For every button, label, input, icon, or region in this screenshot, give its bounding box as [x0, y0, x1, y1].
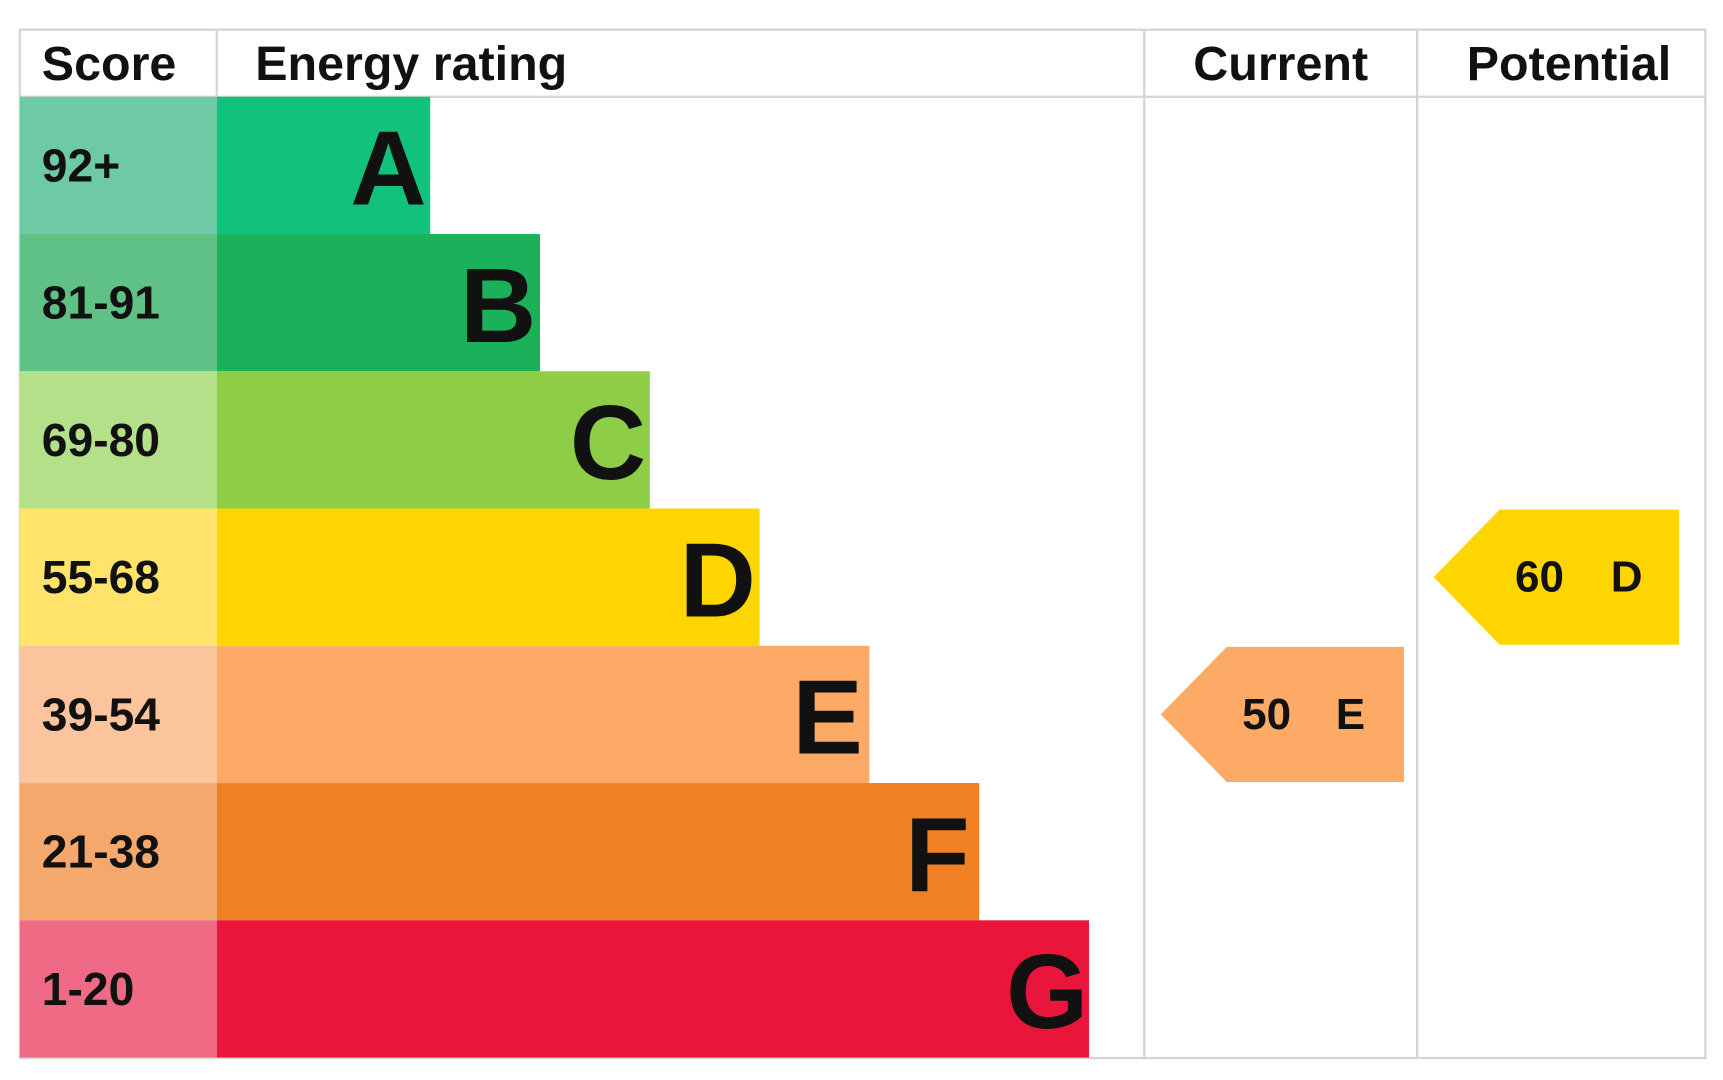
- score-cell: [19, 371, 217, 509]
- rating-letter: D: [680, 521, 756, 639]
- score-range: 1-20: [42, 963, 134, 1015]
- rating-bar: [216, 645, 870, 784]
- rating-letter: B: [460, 247, 536, 365]
- score-range: 39-54: [42, 688, 160, 740]
- score-cell: [19, 234, 217, 372]
- current-score: 50: [1242, 690, 1291, 739]
- current-rating: E: [1336, 690, 1365, 739]
- rating-bar: [216, 508, 760, 646]
- score-cell: [19, 783, 217, 921]
- potential-rating: D: [1611, 553, 1643, 602]
- rating-letter: E: [792, 659, 862, 777]
- potential-arrow: [1433, 509, 1679, 645]
- score-cell: [19, 96, 217, 235]
- score-cell: [19, 645, 217, 784]
- score-range: 69-80: [42, 414, 160, 466]
- rating-bar: [216, 783, 980, 921]
- header-energy-rating: Energy rating: [255, 37, 567, 91]
- score-cell: [19, 920, 217, 1058]
- score-range: 21-38: [42, 826, 160, 878]
- rating-bar: [216, 234, 541, 372]
- rating-bar: [216, 96, 431, 235]
- current-arrow: [1160, 646, 1404, 782]
- rating-letter: G: [1006, 933, 1088, 1051]
- score-range: 55-68: [42, 551, 160, 603]
- header-score: Score: [42, 37, 177, 91]
- rating-letter: C: [570, 384, 646, 502]
- score-range: 92+: [42, 139, 120, 191]
- rating-letter: A: [350, 110, 426, 228]
- header-current: Current: [1193, 37, 1368, 91]
- header-potential: Potential: [1467, 37, 1671, 91]
- score-cell: [19, 508, 217, 646]
- rating-bar: [216, 371, 650, 509]
- rating-letter: F: [905, 796, 970, 914]
- rating-bar: [216, 920, 1090, 1058]
- potential-score: 60: [1515, 553, 1564, 602]
- score-range: 81-91: [42, 277, 160, 329]
